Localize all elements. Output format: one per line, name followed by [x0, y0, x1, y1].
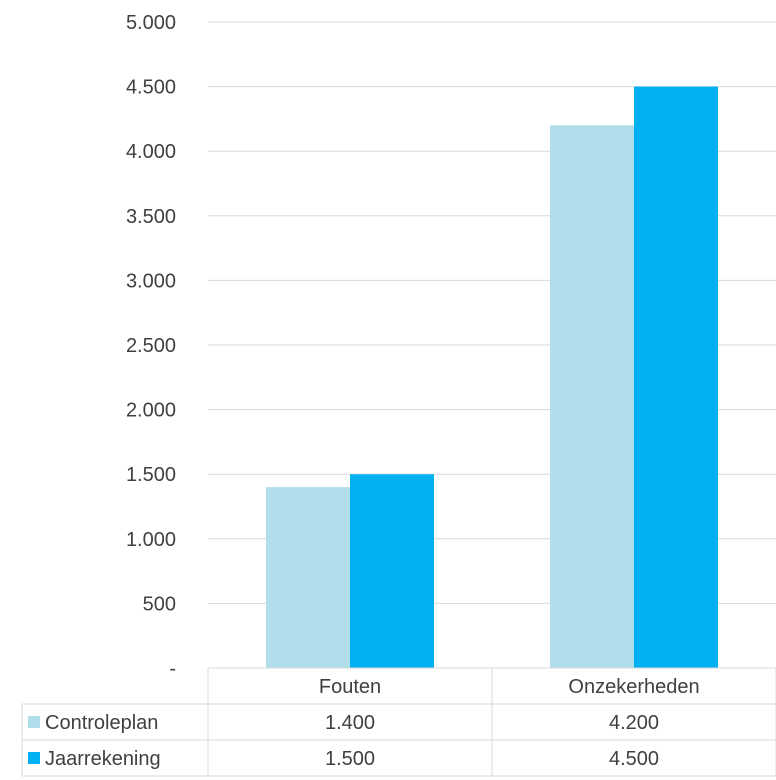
bars	[266, 86, 718, 669]
y-tick-label: 4.000	[126, 141, 176, 163]
bar-controleplan-fouten	[266, 487, 350, 668]
data-table: Fouten Onzekerheden Controleplan 1.400 4.200…	[21, 667, 776, 777]
bar-jaarrekening-fouten	[350, 474, 434, 668]
y-tick-label: 2.500	[126, 335, 176, 357]
y-tick-label: 4.500	[126, 77, 176, 99]
y-tick-label: 5.000	[126, 12, 176, 34]
legend-key-controleplan	[28, 716, 40, 728]
bar-controleplan-onzekerheden	[550, 125, 634, 669]
y-axis-tick-labels: - 500 1.000 1.500 2.000 2.500 3.000 3.500 4.000 4…	[126, 12, 176, 680]
bar-jaarrekening-onzekerheden	[634, 86, 718, 669]
y-tick-label: 1.500	[126, 464, 176, 486]
legend-key-jaarrekening	[28, 752, 40, 764]
table-value: 1.500	[325, 748, 375, 770]
table-value: 4.500	[609, 748, 659, 770]
legend-label: Jaarrekening	[45, 748, 161, 770]
y-tick-label: 500	[143, 593, 176, 615]
table-value: 4.200	[609, 712, 659, 734]
x-category-label: Fouten	[319, 676, 381, 698]
y-tick-label: 2.000	[126, 400, 176, 422]
table-value: 1.400	[325, 712, 375, 734]
y-tick-label: 1.000	[126, 529, 176, 551]
x-category-label: Onzekerheden	[568, 676, 699, 698]
y-tick-label: 3.000	[126, 270, 176, 292]
y-tick-label: 3.500	[126, 206, 176, 228]
legend-label: Controleplan	[45, 712, 158, 734]
y-tick-label: -	[169, 658, 176, 680]
